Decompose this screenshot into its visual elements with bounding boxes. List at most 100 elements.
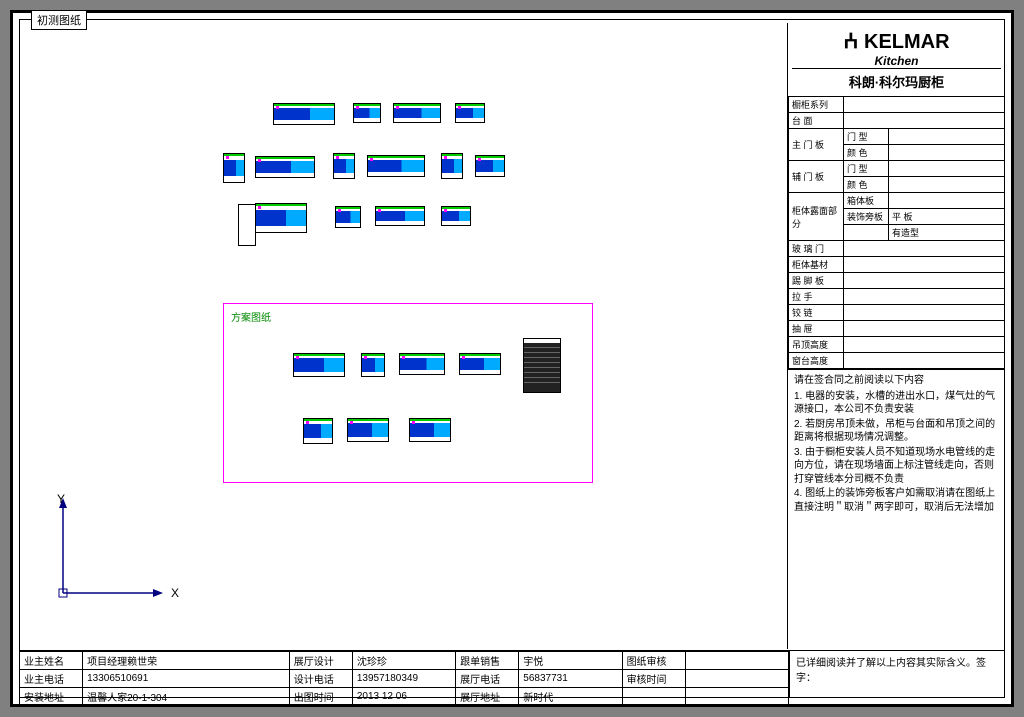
- notice-item: 1. 电器的安装，水槽的进出水口，煤气灶的气源接口，本公司不负责安装: [794, 390, 999, 417]
- notice-block: 请在签合同之前阅读以下内容 1. 电器的安装，水槽的进出水口，煤气灶的气源接口，…: [788, 369, 1005, 649]
- elevation-block: [335, 206, 361, 228]
- coord-axes: XY: [43, 493, 183, 613]
- spec-value: [844, 337, 1005, 353]
- svg-text:X: X: [171, 586, 179, 600]
- scheme-frame: [223, 303, 593, 483]
- elevation-block: [441, 153, 463, 179]
- spec-table: 橱柜系列台 面主 门 板门 型颜 色辅 门 板门 型颜 色柜体露面部分箱体板装饰…: [788, 96, 1005, 369]
- spec-key: 玻 璃 门: [789, 241, 844, 257]
- bottom-value: 56837731: [519, 670, 622, 688]
- spec-value: [844, 273, 1005, 289]
- title-block: ⵄ KELMAR Kitchen 科朗·科尔玛厨柜 橱柜系列台 面主 门 板门 …: [787, 23, 1005, 649]
- bottom-value: [685, 688, 788, 706]
- spec-value: [844, 257, 1005, 273]
- elevation-block: [273, 103, 335, 125]
- spec-value: [889, 193, 1005, 209]
- spec-value: [844, 289, 1005, 305]
- elevation-block: [441, 206, 471, 226]
- bottom-label: 出图时间: [289, 688, 352, 706]
- spec-key: 台 面: [789, 113, 844, 129]
- spec-key: 抽 屉: [789, 321, 844, 337]
- bottom-label: 展厅地址: [456, 688, 519, 706]
- elevation-block: [223, 153, 245, 183]
- bottom-strip: 业主姓名项目经理赖世荣展厅设计沈珍珍跟单销售宇悦图纸审核业主电话13306510…: [19, 650, 1005, 698]
- spec-value: [844, 305, 1005, 321]
- spec-key: 橱柜系列: [789, 97, 844, 113]
- bottom-value: 项目经理赖世荣: [83, 652, 290, 670]
- spec-subkey: 门 型: [844, 161, 889, 177]
- bottom-label: 业主电话: [20, 670, 83, 688]
- sign-text: 已详细阅读并了解以上内容其实际含义。签字：: [796, 658, 986, 684]
- elevation-block: [333, 153, 355, 179]
- bottom-label: 图纸审核: [622, 652, 685, 670]
- notice-item: 3. 由于橱柜安装人员不知道现场水电管线的走向方位，请在现场墙面上标注管线走向，…: [794, 446, 999, 487]
- bottom-label: [622, 688, 685, 706]
- bottom-value: 宇悦: [519, 652, 622, 670]
- spec-key: 铰 链: [789, 305, 844, 321]
- logo-area: ⵄ KELMAR Kitchen 科朗·科尔玛厨柜: [788, 23, 1005, 96]
- spec-value: [889, 145, 1005, 161]
- spec-key: 拉 手: [789, 289, 844, 305]
- bottom-table: 业主姓名项目经理赖世荣展厅设计沈珍珍跟单销售宇悦图纸审核业主电话13306510…: [19, 651, 789, 706]
- bottom-value: [685, 670, 788, 688]
- spec-value: 有造型: [889, 225, 1005, 241]
- spec-value: [844, 353, 1005, 369]
- spec-value: 平 板: [889, 209, 1005, 225]
- logo-sub: Kitchen: [792, 54, 1001, 68]
- spec-value: [889, 129, 1005, 145]
- spec-key: 窗台高度: [789, 353, 844, 369]
- drawing-canvas: 方案图纸XY: [23, 23, 783, 649]
- bottom-label: 展厅设计: [289, 652, 352, 670]
- notice-item: 2. 若厨房吊顶未做，吊柜与台面和吊顶之间的距离将根据现场情况调整。: [794, 418, 999, 445]
- logo-cn: 科朗·科尔玛厨柜: [792, 68, 1001, 94]
- elevation-block: [353, 103, 381, 123]
- spec-key: 辅 门 板: [789, 161, 844, 193]
- spec-value: [889, 177, 1005, 193]
- spec-subkey: [844, 225, 889, 241]
- elevation-block: [367, 155, 425, 177]
- bottom-value: 新时代: [519, 688, 622, 706]
- spec-key: 柜体基材: [789, 257, 844, 273]
- elevation-block: [393, 103, 441, 123]
- bottom-label: 设计电话: [289, 670, 352, 688]
- spec-key: 吊顶高度: [789, 337, 844, 353]
- spec-subkey: 装饰旁板: [844, 209, 889, 225]
- spec-subkey: 颜 色: [844, 177, 889, 193]
- spec-subkey: 箱体板: [844, 193, 889, 209]
- elevation-block: [375, 206, 425, 226]
- spec-key: 柜体露面部分: [789, 193, 844, 241]
- signature-box: 已详细阅读并了解以上内容其实际含义。签字：: [789, 651, 1005, 698]
- sheet-outer: 初测图纸 方案图纸XY ⵄ KELMAR Kitchen 科朗·科尔玛厨柜 橱柜…: [0, 0, 1024, 717]
- logo-main: ⵄ KELMAR: [792, 29, 1001, 54]
- bottom-value: 2013 12 06: [352, 688, 455, 706]
- spec-key: 主 门 板: [789, 129, 844, 161]
- elevation-block: [475, 155, 505, 177]
- spec-value: [889, 161, 1005, 177]
- elevation-block: [255, 156, 315, 178]
- bottom-value: 13957180349: [352, 670, 455, 688]
- spec-value: [844, 321, 1005, 337]
- elevation-block: [255, 203, 307, 233]
- spec-subkey: 门 型: [844, 129, 889, 145]
- bottom-label: 审核时间: [622, 670, 685, 688]
- notice-item: 4. 图纸上的装饰旁板客户如需取消请在图纸上直接注明＂取消＂两字即可，取消后无法…: [794, 487, 999, 514]
- spec-key: 踢 脚 板: [789, 273, 844, 289]
- scheme-label: 方案图纸: [231, 309, 271, 324]
- bottom-value: 温馨人家20-1-304: [83, 688, 290, 706]
- drawing-sheet: 初测图纸 方案图纸XY ⵄ KELMAR Kitchen 科朗·科尔玛厨柜 橱柜…: [10, 10, 1014, 707]
- bottom-label: 业主姓名: [20, 652, 83, 670]
- bottom-value: [685, 652, 788, 670]
- bottom-label: 跟单销售: [456, 652, 519, 670]
- notice-title: 请在签合同之前阅读以下内容: [794, 374, 999, 388]
- bottom-value: 13306510691: [83, 670, 290, 688]
- bottom-label: 展厅电话: [456, 670, 519, 688]
- info-panel: [523, 338, 561, 393]
- spec-value: [844, 241, 1005, 257]
- bottom-label: 安装地址: [20, 688, 83, 706]
- spec-subkey: 颜 色: [844, 145, 889, 161]
- svg-text:Y: Y: [57, 493, 65, 506]
- elevation-block: [455, 103, 485, 123]
- bottom-value: 沈珍珍: [352, 652, 455, 670]
- spec-value: [844, 97, 1005, 113]
- spec-value: [844, 113, 1005, 129]
